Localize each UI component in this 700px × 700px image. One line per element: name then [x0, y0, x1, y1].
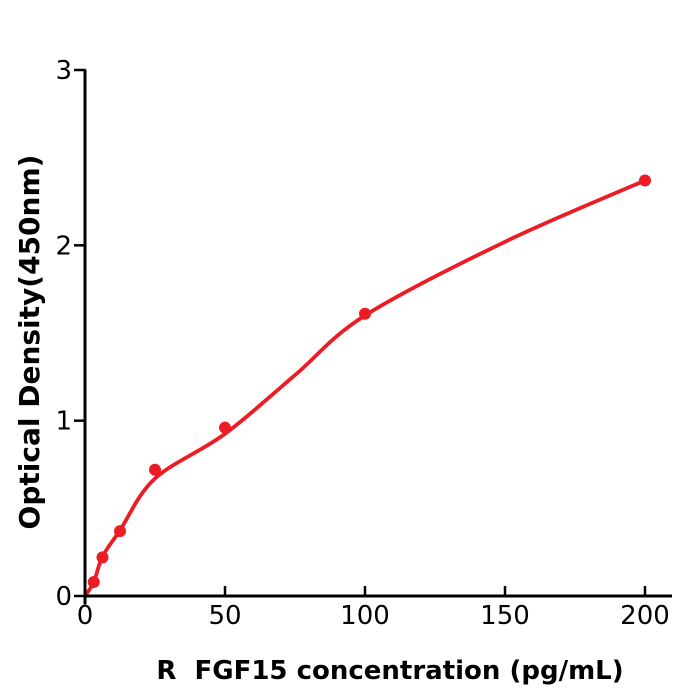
data-point-marker: [114, 525, 126, 538]
fitted-curve-layer: [83, 178, 647, 598]
data-point-marker: [96, 551, 109, 564]
y-tick-label: 0: [55, 582, 72, 612]
data-point-marker: [359, 307, 371, 320]
data-point-marker: [219, 421, 231, 434]
y-tick-label: 2: [55, 231, 72, 261]
y-tick-label: 1: [55, 407, 72, 437]
fitted-curve-path: [83, 178, 647, 598]
ticks-layer: [74, 68, 647, 598]
x-tick-label: 200: [620, 601, 670, 631]
x-tick-label: 100: [340, 601, 390, 631]
x-tick-label: 50: [208, 601, 241, 631]
data-points-layer: [87, 174, 651, 588]
x-tick-label: 150: [480, 601, 530, 631]
x-tick-label: 0: [77, 601, 94, 631]
data-point-marker: [639, 174, 651, 187]
tick-labels-layer: 0 50 100 150 200 0 1 2 3: [55, 56, 669, 631]
data-point-marker: [87, 575, 100, 588]
axes-layer: [83, 70, 672, 605]
y-axis-title: Optical Density(450nm): [13, 155, 46, 530]
y-tick-label: 3: [55, 56, 72, 86]
x-axis-title: R FGF15 concentration (pg/mL): [156, 656, 623, 686]
data-point-marker: [149, 463, 161, 476]
